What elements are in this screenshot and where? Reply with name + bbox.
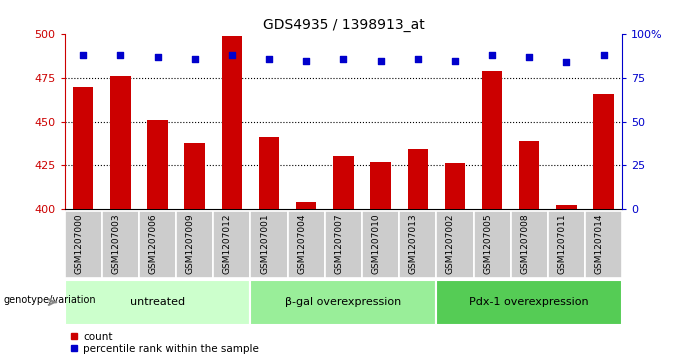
Bar [139, 211, 176, 278]
Bar [250, 211, 288, 278]
Bar [148, 120, 168, 209]
Bar [259, 137, 279, 209]
Text: GSM1207003: GSM1207003 [112, 214, 120, 274]
Bar [519, 141, 539, 209]
Point [115, 53, 126, 58]
Bar [73, 87, 93, 209]
Bar [556, 205, 577, 209]
Text: genotype/variation: genotype/variation [3, 295, 96, 305]
Bar [288, 211, 325, 278]
Bar [110, 76, 131, 209]
Bar [333, 156, 354, 209]
Bar [102, 211, 139, 278]
Point [561, 60, 572, 65]
Bar [65, 280, 250, 325]
Bar [296, 202, 316, 209]
Bar [482, 71, 503, 209]
Text: GSM1207010: GSM1207010 [371, 214, 381, 274]
Bar [250, 280, 437, 325]
Bar [399, 211, 437, 278]
Bar [222, 36, 242, 209]
Bar [473, 211, 511, 278]
Bar [362, 211, 399, 278]
Point [338, 56, 349, 62]
Text: β-gal overexpression: β-gal overexpression [286, 297, 401, 307]
Bar [445, 163, 465, 209]
Point [78, 53, 88, 58]
Bar [184, 143, 205, 209]
Bar [65, 211, 102, 278]
Text: GSM1207008: GSM1207008 [520, 214, 529, 274]
Text: GSM1207004: GSM1207004 [297, 214, 306, 274]
Bar [176, 211, 214, 278]
Bar [371, 162, 391, 209]
Bar [214, 211, 250, 278]
Point [226, 53, 237, 58]
Point [524, 54, 534, 60]
Text: GSM1207006: GSM1207006 [148, 214, 158, 274]
Text: GSM1207013: GSM1207013 [409, 214, 418, 274]
Text: GSM1207000: GSM1207000 [74, 214, 83, 274]
Bar [585, 211, 622, 278]
Bar [407, 150, 428, 209]
Text: GSM1207005: GSM1207005 [483, 214, 492, 274]
Text: GSM1207014: GSM1207014 [594, 214, 604, 274]
Bar [548, 211, 585, 278]
Text: untreated: untreated [130, 297, 185, 307]
Bar [511, 211, 548, 278]
Point [301, 58, 311, 64]
Point [449, 58, 460, 64]
Point [598, 53, 609, 58]
Bar [437, 211, 473, 278]
Bar [594, 94, 614, 209]
Point [375, 58, 386, 64]
Point [152, 54, 163, 60]
Text: GSM1207007: GSM1207007 [335, 214, 343, 274]
Bar [325, 211, 362, 278]
Text: GSM1207001: GSM1207001 [260, 214, 269, 274]
Text: GSM1207002: GSM1207002 [446, 214, 455, 274]
Point [412, 56, 423, 62]
Text: GSM1207009: GSM1207009 [186, 214, 194, 274]
Text: GSM1207011: GSM1207011 [558, 214, 566, 274]
Point [264, 56, 275, 62]
Point [189, 56, 200, 62]
Bar [437, 280, 622, 325]
Text: GSM1207012: GSM1207012 [223, 214, 232, 274]
Legend: count, percentile rank within the sample: count, percentile rank within the sample [70, 332, 259, 354]
Text: Pdx-1 overexpression: Pdx-1 overexpression [469, 297, 589, 307]
Title: GDS4935 / 1398913_at: GDS4935 / 1398913_at [262, 18, 424, 32]
Point [487, 53, 498, 58]
